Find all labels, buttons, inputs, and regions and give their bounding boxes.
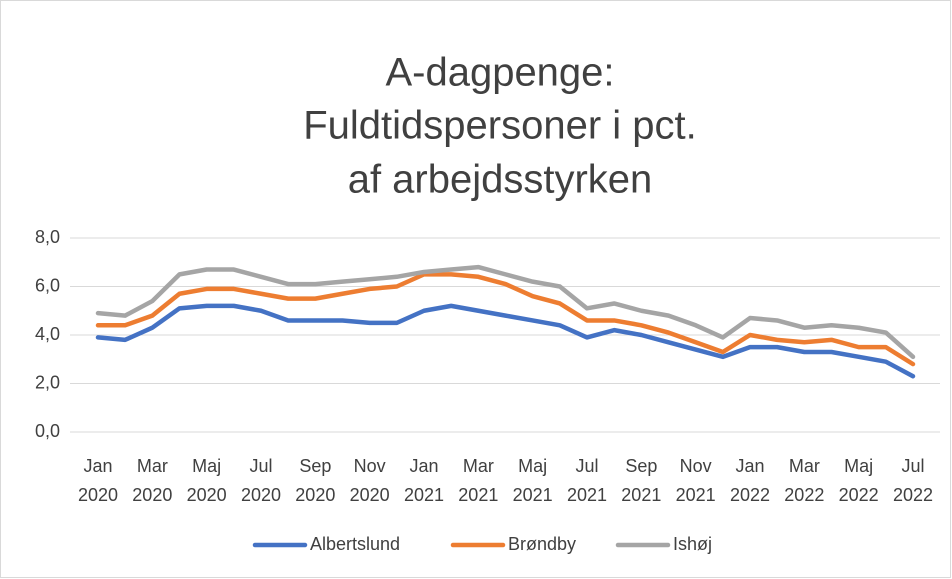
x-tick-label: Jan 2022 (730, 456, 770, 505)
series-line (95, 272, 916, 367)
x-tick-label: Maj 2021 (513, 456, 553, 505)
x-tick-label: Mar 2020 (132, 456, 172, 505)
y-tick-label: 6,0 (35, 275, 60, 295)
x-tick-label: Jul 2020 (241, 456, 281, 505)
x-tick-label: Jan 2020 (78, 456, 118, 505)
chart-title: A-dagpenge: (385, 51, 614, 95)
x-tick-label: Nov 2020 (350, 456, 390, 505)
series-line (95, 303, 916, 379)
legend-label: Brøndby (508, 534, 576, 554)
y-tick-label: 2,0 (35, 372, 60, 392)
x-tick-label: Sep 2020 (295, 456, 335, 505)
x-tick-label: Nov 2021 (676, 456, 716, 505)
x-tick-label: Mar 2022 (784, 456, 824, 505)
x-tick-label: Maj 2020 (187, 456, 227, 505)
x-tick-label: Jul 2022 (893, 456, 933, 505)
x-tick-label: Jan 2021 (404, 456, 444, 505)
x-tick-label: Maj 2022 (839, 456, 879, 505)
chart-title: af arbejdsstyrken (348, 158, 653, 202)
chart-title: Fuldtidspersoner i pct. (303, 104, 697, 148)
y-tick-label: 4,0 (35, 324, 60, 344)
series-line (95, 264, 916, 360)
y-tick-label: 0,0 (35, 421, 60, 441)
x-tick-label: Mar 2021 (458, 456, 498, 505)
legend-label: Ishøj (673, 534, 712, 554)
x-tick-label: Jul 2021 (567, 456, 607, 505)
y-tick-label: 8,0 (35, 227, 60, 247)
legend-label: Albertslund (310, 534, 400, 554)
x-tick-label: Sep 2021 (621, 456, 661, 505)
